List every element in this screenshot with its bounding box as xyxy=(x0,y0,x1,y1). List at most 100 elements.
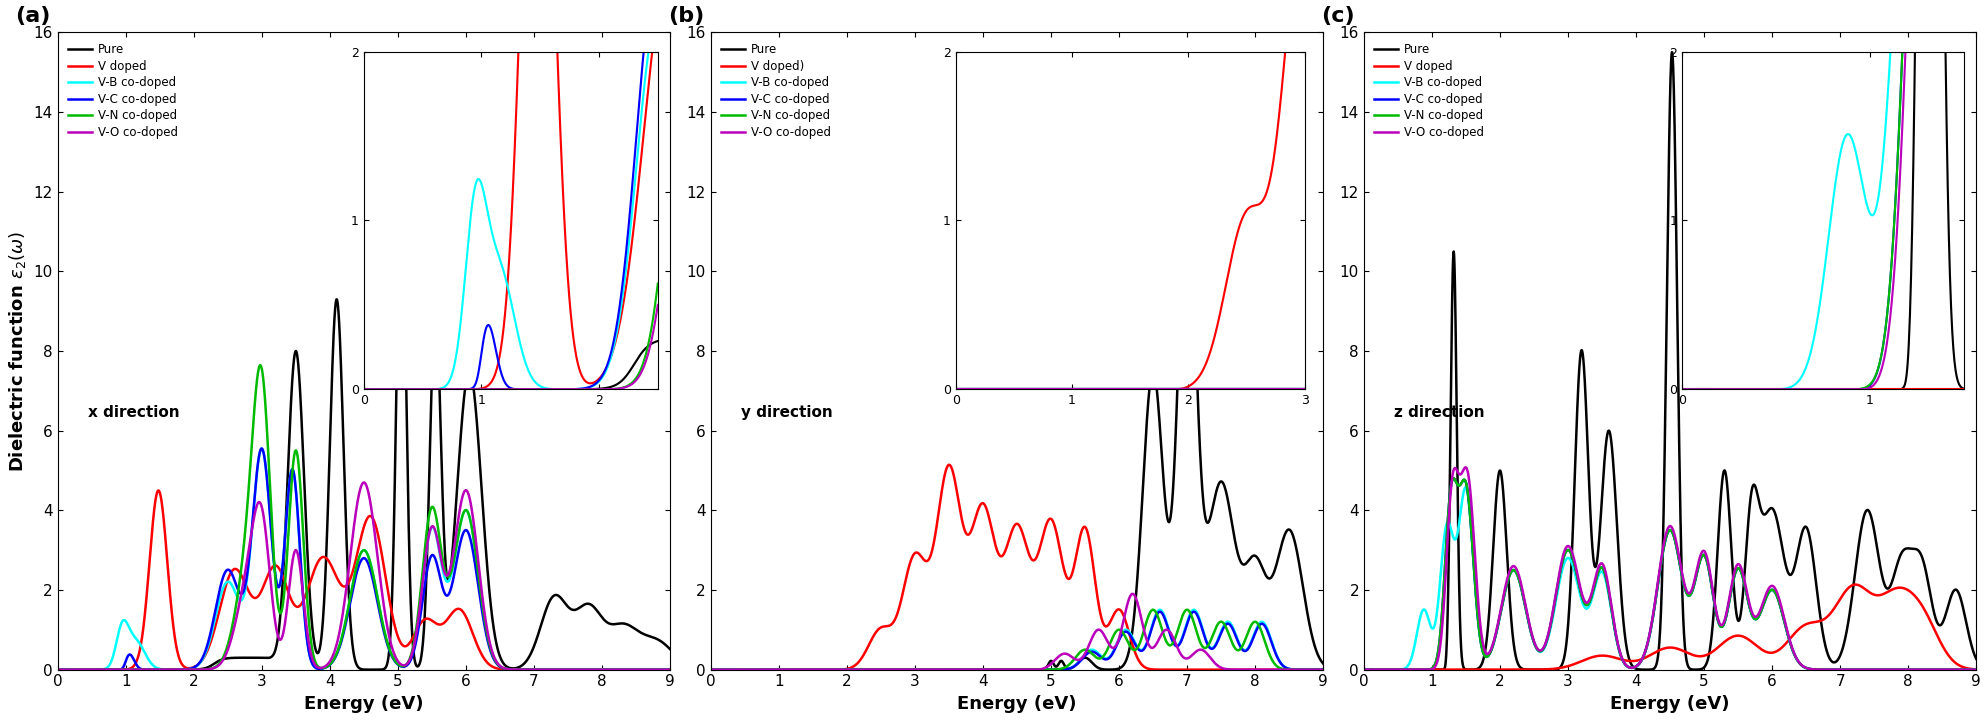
Line: V-O co-doped: V-O co-doped xyxy=(712,594,1324,670)
V-O co-doped xyxy=(1459,486,1483,495)
V-B co-doped xyxy=(700,665,724,674)
Line: Pure: Pure xyxy=(1364,52,1976,670)
Pure xyxy=(308,647,332,655)
V doped xyxy=(1843,580,1867,589)
Text: z direction: z direction xyxy=(1394,405,1485,420)
V-O co-doped xyxy=(115,665,139,674)
Line: V doped: V doped xyxy=(58,490,670,670)
V-B co-doped xyxy=(46,665,70,674)
V-N co-doped xyxy=(658,665,682,674)
V-N co-doped xyxy=(580,665,604,674)
V-O co-doped xyxy=(1964,665,1988,674)
V-N co-doped xyxy=(1421,662,1445,671)
V-B co-doped xyxy=(1233,646,1256,654)
V-C co-doped xyxy=(1952,665,1976,674)
V-B co-doped xyxy=(1459,513,1483,522)
V-O co-doped xyxy=(46,665,70,674)
Text: (b): (b) xyxy=(668,6,704,26)
Line: V-C co-doped: V-C co-doped xyxy=(1364,478,1976,670)
V-O co-doped xyxy=(1121,590,1145,598)
V-B co-doped xyxy=(1586,570,1610,579)
V doped xyxy=(1421,665,1445,674)
Legend: Pure, V doped, V-B co-doped, V-C co-doped, V-N co-doped, V-O co-doped: Pure, V doped, V-B co-doped, V-C co-dope… xyxy=(1370,38,1489,143)
V-B co-doped xyxy=(960,665,984,674)
Pure xyxy=(960,665,984,674)
V-C co-doped xyxy=(308,665,332,673)
V-B co-doped xyxy=(280,465,304,474)
Line: V-B co-doped: V-B co-doped xyxy=(1364,487,1976,670)
V-N co-doped xyxy=(46,665,70,674)
Line: V-B co-doped: V-B co-doped xyxy=(712,610,1324,670)
V-B co-doped xyxy=(308,665,332,673)
V-C co-doped xyxy=(646,665,670,674)
Pure xyxy=(151,665,175,674)
V-N co-doped xyxy=(1614,660,1638,669)
Line: V doped: V doped xyxy=(1364,585,1976,670)
Pure xyxy=(1660,48,1684,56)
V-O co-doped xyxy=(1300,665,1324,674)
Pure xyxy=(769,665,793,674)
V-N co-doped xyxy=(1441,474,1465,482)
V doped) xyxy=(769,665,793,674)
V-N co-doped xyxy=(1887,665,1910,674)
V-N co-doped xyxy=(960,665,984,674)
V doped xyxy=(1457,665,1481,674)
V-N co-doped xyxy=(280,464,304,472)
V-O co-doped xyxy=(700,665,724,674)
Line: Pure: Pure xyxy=(712,182,1324,670)
Text: y direction: y direction xyxy=(742,405,833,420)
V doped xyxy=(658,665,682,674)
V-O co-doped xyxy=(1952,665,1976,674)
Pure xyxy=(805,665,829,674)
V-C co-doped xyxy=(115,652,139,661)
V-O co-doped xyxy=(308,664,332,672)
Pure xyxy=(646,635,670,644)
V-O co-doped xyxy=(934,665,958,674)
V-O co-doped xyxy=(1887,665,1910,674)
V doped xyxy=(646,665,670,674)
V doped xyxy=(147,486,171,495)
V-C co-doped xyxy=(700,665,724,674)
Pure xyxy=(280,372,304,381)
Line: V-B co-doped: V-B co-doped xyxy=(58,449,670,670)
V-B co-doped xyxy=(658,665,682,674)
Pure xyxy=(700,665,724,674)
V-N co-doped xyxy=(934,665,958,674)
V-C co-doped xyxy=(1233,647,1256,655)
V-C co-doped xyxy=(805,665,829,674)
V-C co-doped xyxy=(250,444,274,453)
Pure xyxy=(1312,660,1336,668)
V-N co-doped xyxy=(700,665,724,674)
V-B co-doped xyxy=(151,665,175,674)
Pure xyxy=(46,665,70,674)
V-O co-doped xyxy=(151,665,175,674)
Legend: Pure, V doped), V-B co-doped, V-C co-doped, V-N co-doped, V-O co-doped: Pure, V doped), V-B co-doped, V-C co-dop… xyxy=(718,38,835,143)
V-C co-doped xyxy=(960,665,984,674)
V doped xyxy=(46,665,70,674)
V-O co-doped xyxy=(1352,665,1376,674)
V doped) xyxy=(934,467,958,476)
V-C co-doped xyxy=(1300,665,1324,674)
X-axis label: Energy (eV): Energy (eV) xyxy=(304,695,423,713)
Line: V-C co-doped: V-C co-doped xyxy=(712,612,1324,670)
V doped xyxy=(1952,663,1976,672)
V doped) xyxy=(1312,665,1336,674)
V doped) xyxy=(1300,665,1324,674)
V doped xyxy=(1614,656,1638,665)
V doped) xyxy=(960,523,984,532)
V-N co-doped xyxy=(1300,665,1324,674)
V doped xyxy=(308,556,332,564)
V-O co-doped xyxy=(1312,665,1336,674)
V-O co-doped xyxy=(1421,664,1445,672)
V-C co-doped xyxy=(1352,665,1376,674)
V-O co-doped xyxy=(280,557,304,565)
V-O co-doped xyxy=(1586,562,1610,571)
V doped xyxy=(280,598,304,607)
Line: V-N co-doped: V-N co-doped xyxy=(1364,478,1976,670)
V-C co-doped xyxy=(1887,665,1910,674)
V-B co-doped xyxy=(646,665,670,674)
Pure xyxy=(115,665,139,674)
V-N co-doped xyxy=(151,665,175,674)
V-O co-doped xyxy=(805,665,829,674)
Pure xyxy=(1175,178,1199,186)
